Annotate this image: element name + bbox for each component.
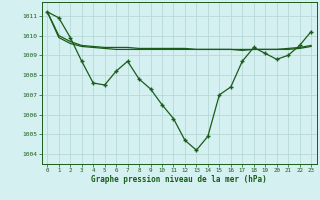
- X-axis label: Graphe pression niveau de la mer (hPa): Graphe pression niveau de la mer (hPa): [91, 175, 267, 184]
